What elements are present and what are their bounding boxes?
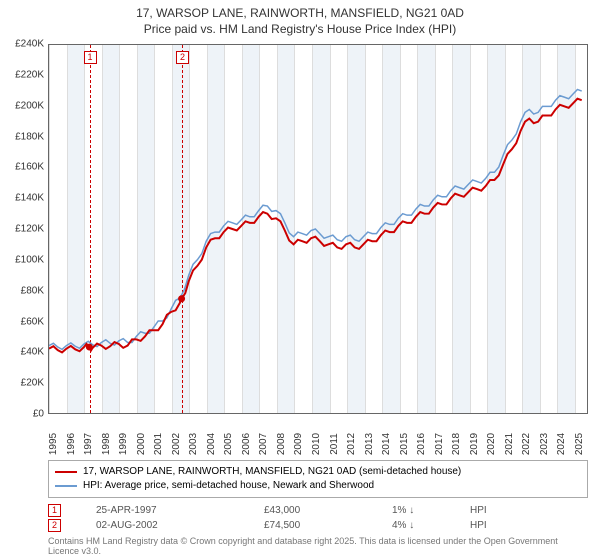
y-tick-label: £0 [33, 409, 44, 420]
x-tick-label: 2003 [188, 433, 199, 455]
marker-vs: HPI [470, 505, 510, 516]
series-hpi [49, 89, 582, 349]
legend-label-hpi: HPI: Average price, semi-detached house,… [83, 479, 374, 493]
x-tick-label: 1996 [66, 433, 77, 455]
title-line2: Price paid vs. HM Land Registry's House … [0, 22, 600, 38]
chart-title: 17, WARSOP LANE, RAINWORTH, MANSFIELD, N… [0, 0, 600, 37]
x-tick-label: 2013 [364, 433, 375, 455]
x-axis: 1995 1996 1997 1998 1999 2000 2001 2002 2003 2004… [48, 416, 588, 456]
marker-pct: 4% ↓ [392, 520, 452, 531]
legend-box: 17, WARSOP LANE, RAINWORTH, MANSFIELD, N… [48, 460, 588, 498]
x-tick-label: 2024 [556, 433, 567, 455]
marker-box: 2 [176, 51, 189, 64]
chart-container: 17, WARSOP LANE, RAINWORTH, MANSFIELD, N… [0, 0, 600, 560]
x-tick-label: 1997 [83, 433, 94, 455]
chart-svg [49, 45, 587, 413]
marker-rows: 1 25-APR-1997 £43,000 1% ↓ HPI 2 02-AUG-2002 £7… [48, 504, 588, 532]
x-tick-label: 1998 [101, 433, 112, 455]
y-tick-label: £100K [15, 254, 44, 265]
x-tick-label: 2006 [241, 433, 252, 455]
marker-box: 1 [84, 51, 97, 64]
x-tick-label: 2018 [451, 433, 462, 455]
marker-dot [178, 295, 185, 302]
y-tick-label: £40K [21, 347, 44, 358]
x-tick-label: 2020 [486, 433, 497, 455]
x-tick-label: 2009 [293, 433, 304, 455]
x-tick-label: 2008 [276, 433, 287, 455]
x-tick-label: 1995 [48, 433, 59, 455]
x-tick-label: 1999 [118, 433, 129, 455]
x-tick-label: 2005 [223, 433, 234, 455]
x-tick-label: 2011 [329, 433, 340, 455]
plot-area: 12 [48, 44, 588, 414]
marker-row-box: 2 [48, 519, 61, 532]
marker-date: 02-AUG-2002 [96, 520, 246, 531]
marker-row-box: 1 [48, 504, 61, 517]
x-tick-label: 2023 [539, 433, 550, 455]
legend-swatch-price [55, 471, 77, 473]
x-tick-label: 2001 [153, 433, 164, 455]
x-tick-label: 2016 [416, 433, 427, 455]
legend-item-price: 17, WARSOP LANE, RAINWORTH, MANSFIELD, N… [55, 465, 581, 479]
marker-price: £43,000 [264, 505, 374, 516]
attribution: Contains HM Land Registry data © Crown c… [48, 536, 588, 556]
x-tick-label: 2010 [311, 433, 322, 455]
y-tick-label: £80K [21, 285, 44, 296]
y-tick-label: £240K [15, 39, 44, 50]
y-tick-label: £160K [15, 162, 44, 173]
marker-dot [86, 344, 93, 351]
series-price_paid [49, 99, 582, 353]
legend: 17, WARSOP LANE, RAINWORTH, MANSFIELD, N… [48, 460, 588, 556]
legend-item-hpi: HPI: Average price, semi-detached house,… [55, 479, 581, 493]
x-tick-label: 2022 [521, 433, 532, 455]
y-tick-label: £120K [15, 224, 44, 235]
x-tick-label: 2021 [504, 433, 515, 455]
marker-row: 2 02-AUG-2002 £74,500 4% ↓ HPI [48, 519, 588, 532]
marker-price: £74,500 [264, 520, 374, 531]
x-tick-label: 2000 [136, 433, 147, 455]
x-tick-label: 2017 [434, 433, 445, 455]
y-tick-label: £200K [15, 100, 44, 111]
legend-label-price: 17, WARSOP LANE, RAINWORTH, MANSFIELD, N… [83, 465, 461, 479]
x-tick-label: 2012 [346, 433, 357, 455]
x-tick-label: 2007 [258, 433, 269, 455]
marker-vs: HPI [470, 520, 510, 531]
y-tick-label: £20K [21, 378, 44, 389]
y-tick-label: £180K [15, 131, 44, 142]
marker-date: 25-APR-1997 [96, 505, 246, 516]
marker-pct: 1% ↓ [392, 505, 452, 516]
x-tick-label: 2014 [381, 433, 392, 455]
y-tick-label: £140K [15, 193, 44, 204]
y-axis: £0£20K£40K£60K£80K£100K£120K£140K£160K£1… [0, 44, 46, 414]
x-tick-label: 2002 [171, 433, 182, 455]
y-tick-label: £60K [21, 316, 44, 327]
x-tick-label: 2025 [574, 433, 585, 455]
y-tick-label: £220K [15, 69, 44, 80]
marker-row: 1 25-APR-1997 £43,000 1% ↓ HPI [48, 504, 588, 517]
x-tick-label: 2004 [206, 433, 217, 455]
x-tick-label: 2015 [399, 433, 410, 455]
legend-swatch-hpi [55, 485, 77, 487]
title-line1: 17, WARSOP LANE, RAINWORTH, MANSFIELD, N… [0, 6, 600, 22]
x-tick-label: 2019 [469, 433, 480, 455]
